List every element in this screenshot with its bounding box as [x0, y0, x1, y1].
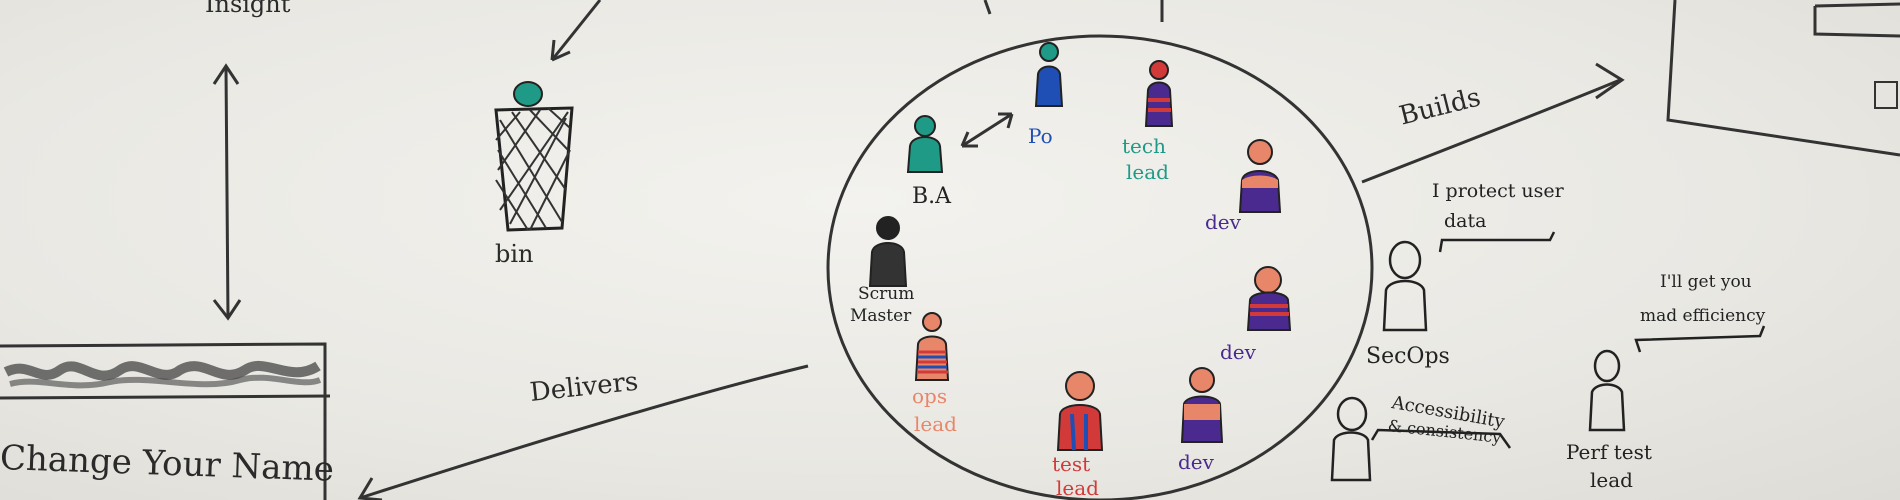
person-po	[1034, 42, 1064, 107]
bin-drawing	[494, 81, 574, 232]
role-ops-2: lead	[914, 412, 957, 436]
role-po: Po	[1028, 124, 1053, 148]
role-dev-2: dev	[1220, 340, 1256, 364]
person-ba	[906, 115, 944, 173]
role-perf-1: Perf test	[1566, 440, 1652, 464]
role-ba: B.A	[912, 184, 952, 209]
role-scrum-2: Master	[850, 306, 912, 326]
perf-speech-2: mad efficiency	[1640, 306, 1766, 326]
role-perf-2: lead	[1590, 468, 1633, 492]
role-dev-1: dev	[1205, 210, 1241, 234]
bin-label: bin	[495, 240, 534, 268]
person-dev-2	[1246, 266, 1292, 331]
person-accessibility	[1330, 396, 1372, 482]
role-scrum-1: Scrum	[858, 284, 915, 304]
secops-speech-2: data	[1444, 210, 1487, 232]
role-dev-3: dev	[1178, 450, 1214, 474]
person-scrum-master	[868, 216, 908, 287]
secops-speech-1: I protect user	[1432, 180, 1564, 202]
change-name-card	[0, 342, 331, 500]
role-tech-lead-1: tech	[1122, 134, 1166, 158]
insight-label: Insight	[205, 0, 291, 18]
role-test-1: test	[1052, 452, 1091, 476]
person-dev-3	[1180, 367, 1224, 443]
person-secops	[1382, 240, 1428, 332]
person-test-lead	[1056, 371, 1104, 451]
person-perf-test	[1588, 349, 1626, 432]
person-dev-1	[1238, 139, 1282, 213]
person-ops-lead	[914, 312, 950, 381]
role-test-2: lead	[1056, 476, 1099, 500]
team-circle	[826, 34, 1374, 500]
role-tech-lead-2: lead	[1126, 160, 1169, 184]
role-ops-1: ops	[912, 384, 948, 408]
perf-speech-1: I'll get you	[1660, 272, 1752, 292]
role-secops: SecOps	[1366, 344, 1450, 369]
person-tech-lead	[1144, 60, 1174, 127]
